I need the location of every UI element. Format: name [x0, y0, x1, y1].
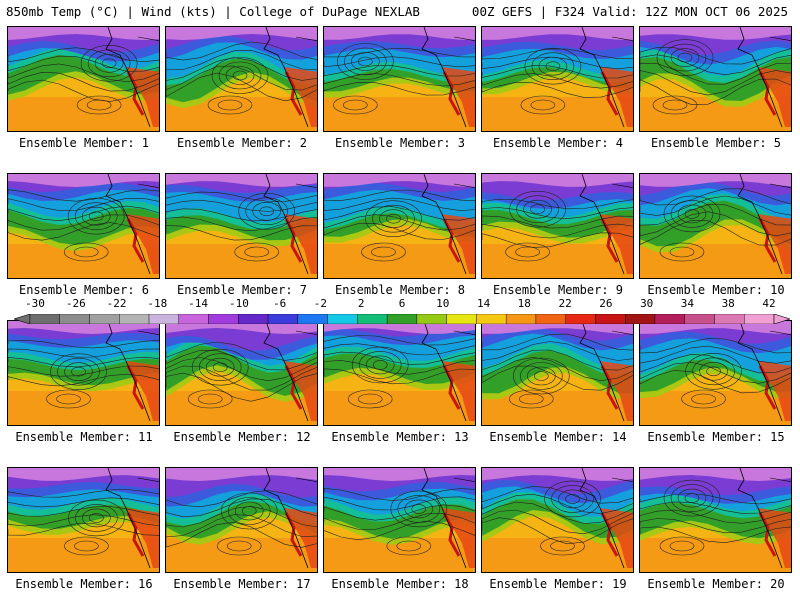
colorbar-tick-label: -26: [65, 297, 86, 310]
ensemble-map-16: [7, 467, 160, 573]
ensemble-member-label: Ensemble Member: 10: [647, 283, 785, 297]
colorbar-tick-label: -10: [228, 297, 249, 310]
ensemble-member-label: Ensemble Member: 15: [647, 430, 785, 444]
ensemble-member-label: Ensemble Member: 14: [489, 430, 627, 444]
ensemble-map-9: [481, 173, 634, 279]
ensemble-map-1: [7, 26, 160, 132]
temperature-colorbar: [12, 309, 792, 325]
ensemble-member-label: Ensemble Member: 11: [15, 430, 153, 444]
ensemble-member-label: Ensemble Member: 18: [331, 577, 469, 591]
ensemble-member-label: Ensemble Member: 19: [489, 577, 627, 591]
colorbar-tick-label: 30: [640, 297, 654, 310]
colorbar-tick-label: -6: [273, 297, 287, 310]
colorbar-tick-label: 22: [558, 297, 572, 310]
ensemble-member-label: Ensemble Member: 17: [173, 577, 311, 591]
ensemble-member-label: Ensemble Member: 3: [334, 136, 466, 150]
colorbar-tick-label: -2: [313, 297, 328, 310]
ensemble-map-10: [639, 173, 792, 279]
ensemble-map-4: [481, 26, 634, 132]
colorbar-graphic: [12, 313, 792, 325]
ensemble-map-3: [323, 26, 476, 132]
ensemble-member-label: Ensemble Member: 1: [18, 136, 150, 150]
ensemble-map-11: [7, 320, 160, 426]
ensemble-map-2: [165, 26, 318, 132]
colorbar-tick-label: 2: [357, 297, 365, 310]
colorbar-tick-label: 34: [680, 297, 695, 310]
ensemble-map-5: [639, 26, 792, 132]
ensemble-map-19: [481, 467, 634, 573]
colorbar-tick-label: -22: [106, 297, 127, 310]
ensemble-map-17: [165, 467, 318, 573]
map-title: 850mb Temp (°C) | Wind (kts) | College o…: [6, 4, 420, 19]
ensemble-member-label: Ensemble Member: 5: [650, 136, 782, 150]
ensemble-member-label: Ensemble Member: 6: [18, 283, 150, 297]
colorbar-tick-label: 38: [721, 297, 735, 310]
ensemble-map-6: [7, 173, 160, 279]
ensemble-member-label: Ensemble Member: 7: [176, 283, 308, 297]
colorbar-tick-label: 42: [762, 297, 776, 310]
colorbar-tick-label: 10: [436, 297, 450, 310]
ensemble-member-label: Ensemble Member: 16: [15, 577, 153, 591]
colorbar-tick-label: -30: [25, 297, 45, 310]
ensemble-map-18: [323, 467, 476, 573]
colorbar-tick-label: 26: [599, 297, 613, 310]
valid-time: 00Z GEFS | F324 Valid: 12Z MON OCT 06 20…: [471, 4, 788, 19]
ensemble-member-label: Ensemble Member: 2: [176, 136, 308, 150]
ensemble-map-14: [481, 320, 634, 426]
colorbar-tick-label: -18: [147, 297, 168, 310]
colorbar-tick-label: 14: [476, 297, 491, 310]
ensemble-member-label: Ensemble Member: 20: [647, 577, 785, 591]
ensemble-member-label: Ensemble Member: 8: [334, 283, 466, 297]
ensemble-member-label: Ensemble Member: 4: [492, 136, 624, 150]
ensemble-map-20: [639, 467, 792, 573]
colorbar-tick-label: 18: [517, 297, 531, 310]
ensemble-member-label: Ensemble Member: 13: [331, 430, 469, 444]
colorbar-tick-label: -14: [188, 297, 209, 310]
colorbar-tick-label: 6: [398, 297, 406, 310]
ensemble-map-8: [323, 173, 476, 279]
ensemble-map-13: [323, 320, 476, 426]
ensemble-map-12: [165, 320, 318, 426]
ensemble-map-15: [639, 320, 792, 426]
ensemble-member-label: Ensemble Member: 12: [173, 430, 311, 444]
ensemble-member-label: Ensemble Member: 9: [492, 283, 624, 297]
ensemble-map-7: [165, 173, 318, 279]
